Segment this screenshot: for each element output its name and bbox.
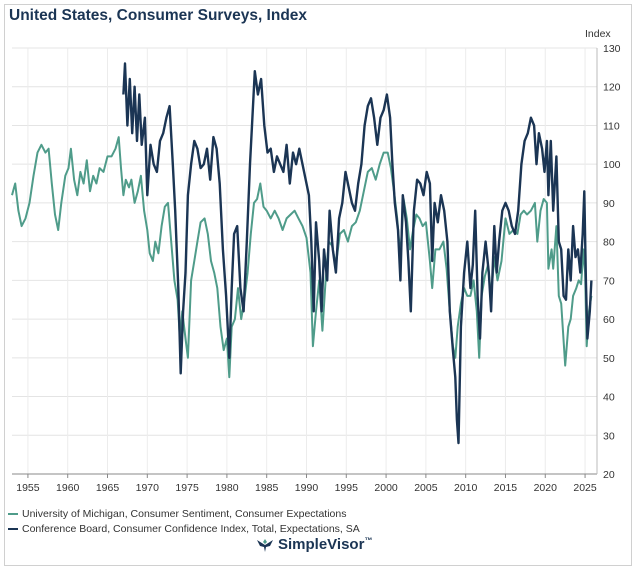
legend-swatch-conference-board: [8, 528, 18, 530]
y-tick-label: 100: [603, 159, 621, 171]
brand-name-text: SimpleVisor: [278, 536, 365, 553]
x-tick-label: 1965: [96, 482, 120, 494]
axes: 20 30 40 50 60 70 80 90 100 110 120 130 1955 1960 1965…: [12, 28, 621, 494]
y-tick-label: 80: [603, 237, 615, 249]
series-line-michigan: [11, 136, 593, 379]
y-tick-label: 130: [603, 43, 621, 55]
y-tick-label: 70: [603, 275, 615, 287]
eagle-icon: [257, 538, 273, 552]
y-tick-label: 120: [603, 82, 621, 94]
legend-item-michigan: University of Michigan, Consumer Sentime…: [8, 508, 346, 520]
y-tick-label: 90: [603, 198, 615, 210]
x-tick-label: 1975: [175, 482, 199, 494]
y-tick-label: 60: [603, 314, 615, 326]
x-tick-label: 1985: [255, 482, 279, 494]
brand-logo: SimpleVisor™: [256, 536, 372, 553]
x-tick-label: 2020: [534, 482, 558, 494]
series-line-conference-board: [122, 62, 593, 445]
grid: [12, 47, 597, 475]
x-tick-label: 1995: [335, 482, 359, 494]
y-tick-label: 40: [603, 392, 615, 404]
x-tick-label: 1970: [136, 482, 160, 494]
legend-label-conference-board: Conference Board, Consumer Confidence In…: [22, 523, 360, 535]
brand-name: SimpleVisor™: [278, 536, 372, 553]
x-tick-label: 2025: [573, 482, 597, 494]
legend-item-conference-board: Conference Board, Consumer Confidence In…: [8, 523, 360, 535]
legend-swatch-michigan: [8, 513, 18, 515]
x-tick-label: 1960: [56, 482, 80, 494]
y-axis-label: Index: [585, 28, 611, 40]
x-tick-label: 2000: [374, 482, 398, 494]
brand-trademark: ™: [364, 536, 373, 545]
x-tick-label: 2015: [494, 482, 518, 494]
x-tick-label: 1990: [295, 482, 319, 494]
chart-title: United States, Consumer Surveys, Index: [9, 7, 308, 24]
x-tick-label: 1955: [16, 482, 40, 494]
y-tick-label: 20: [603, 469, 615, 481]
x-tick-label: 1980: [215, 482, 239, 494]
y-tick-label: 110: [603, 120, 620, 132]
y-tick-label: 50: [603, 353, 615, 365]
x-tick-label: 2005: [414, 482, 438, 494]
y-tick-label: 30: [603, 430, 615, 442]
legend-label-michigan: University of Michigan, Consumer Sentime…: [22, 508, 347, 520]
x-tick-label: 2010: [454, 482, 478, 494]
series: [11, 62, 593, 445]
